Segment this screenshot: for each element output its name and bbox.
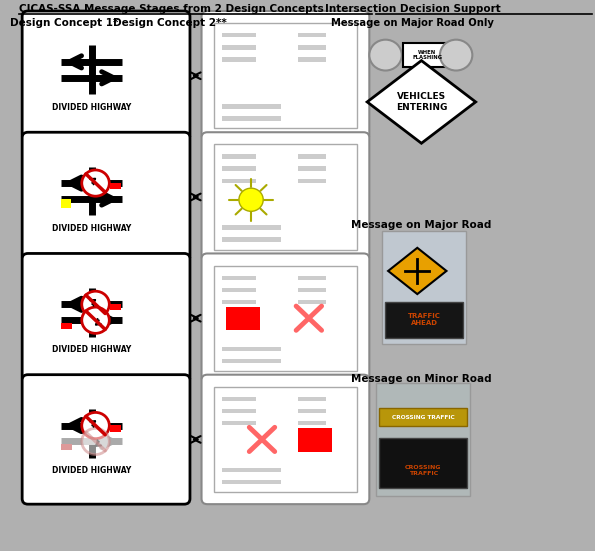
Bar (222, 409, 256, 413)
Bar (298, 166, 326, 171)
Bar (222, 57, 256, 62)
Circle shape (82, 412, 109, 439)
FancyBboxPatch shape (202, 375, 369, 504)
Text: DIVIDED HIGHWAY: DIVIDED HIGHWAY (52, 224, 131, 233)
Bar (222, 237, 281, 242)
Circle shape (239, 188, 263, 211)
Bar (214, 266, 356, 371)
Bar (222, 480, 281, 484)
Bar (222, 179, 256, 183)
Bar (298, 397, 326, 401)
Circle shape (369, 40, 402, 71)
Circle shape (82, 291, 109, 317)
FancyBboxPatch shape (202, 132, 369, 262)
Bar (222, 421, 256, 425)
Bar (385, 302, 463, 338)
Bar (298, 154, 326, 159)
Bar (298, 421, 326, 425)
FancyBboxPatch shape (22, 253, 190, 383)
Bar (222, 104, 281, 109)
Circle shape (82, 170, 109, 196)
Bar (222, 45, 256, 50)
Bar (379, 408, 467, 426)
FancyBboxPatch shape (22, 375, 190, 504)
Text: WHEN
FLASHING: WHEN FLASHING (412, 50, 442, 61)
Bar (403, 43, 452, 67)
Bar (298, 33, 326, 37)
Bar (376, 383, 470, 496)
Circle shape (440, 40, 472, 71)
Text: DIVIDED HIGHWAY: DIVIDED HIGHWAY (52, 466, 131, 476)
Text: CROSSING
TRAFFIC: CROSSING TRAFFIC (405, 465, 441, 476)
Text: CICAS-SSA Message Stages from 2 Design Concepts: CICAS-SSA Message Stages from 2 Design C… (19, 4, 324, 14)
Bar (222, 154, 256, 159)
Bar (222, 359, 281, 363)
Text: Message on Major Road: Message on Major Road (351, 220, 491, 230)
Bar (222, 276, 256, 280)
Text: Message on Minor Road: Message on Minor Road (351, 374, 491, 383)
Text: Design Concept 1*: Design Concept 1* (10, 18, 118, 28)
FancyBboxPatch shape (202, 11, 369, 141)
Bar (61, 444, 72, 450)
Text: Message on Major Road Only: Message on Major Road Only (331, 18, 494, 28)
Bar (298, 57, 326, 62)
Bar (222, 300, 256, 304)
Bar (222, 166, 256, 171)
Bar (222, 347, 281, 351)
Bar (298, 276, 326, 280)
Bar (298, 300, 326, 304)
Bar (298, 179, 326, 183)
Bar (61, 322, 72, 329)
Bar (214, 387, 356, 492)
Polygon shape (388, 248, 446, 294)
Bar (110, 425, 121, 431)
Bar (298, 409, 326, 413)
Polygon shape (367, 61, 475, 143)
Bar (222, 33, 256, 37)
Bar (298, 45, 326, 50)
Text: CROSSING TRAFFIC: CROSSING TRAFFIC (392, 414, 455, 419)
Bar (222, 397, 256, 401)
Text: VEHICLES
ENTERING: VEHICLES ENTERING (396, 92, 447, 112)
Bar (382, 231, 466, 344)
Bar (226, 307, 261, 331)
Bar (298, 429, 332, 452)
Bar (222, 468, 281, 472)
Bar (298, 288, 326, 292)
Bar (110, 182, 121, 189)
FancyBboxPatch shape (202, 253, 369, 383)
Circle shape (82, 428, 109, 455)
Bar (61, 198, 71, 208)
Text: DIVIDED HIGHWAY: DIVIDED HIGHWAY (52, 102, 131, 112)
Text: TRAFFIC
AHEAD: TRAFFIC AHEAD (408, 314, 440, 326)
Text: Design Concept 2**: Design Concept 2** (113, 18, 227, 28)
Text: Intersection Decision Support: Intersection Decision Support (325, 4, 500, 14)
FancyBboxPatch shape (22, 132, 190, 262)
Bar (214, 23, 356, 128)
Text: DIVIDED HIGHWAY: DIVIDED HIGHWAY (52, 345, 131, 354)
Circle shape (82, 307, 109, 333)
Bar (222, 225, 281, 230)
Bar (222, 116, 281, 121)
FancyBboxPatch shape (22, 11, 190, 141)
Bar (222, 288, 256, 292)
Bar (110, 304, 121, 310)
Bar (379, 438, 467, 488)
Bar (214, 144, 356, 250)
